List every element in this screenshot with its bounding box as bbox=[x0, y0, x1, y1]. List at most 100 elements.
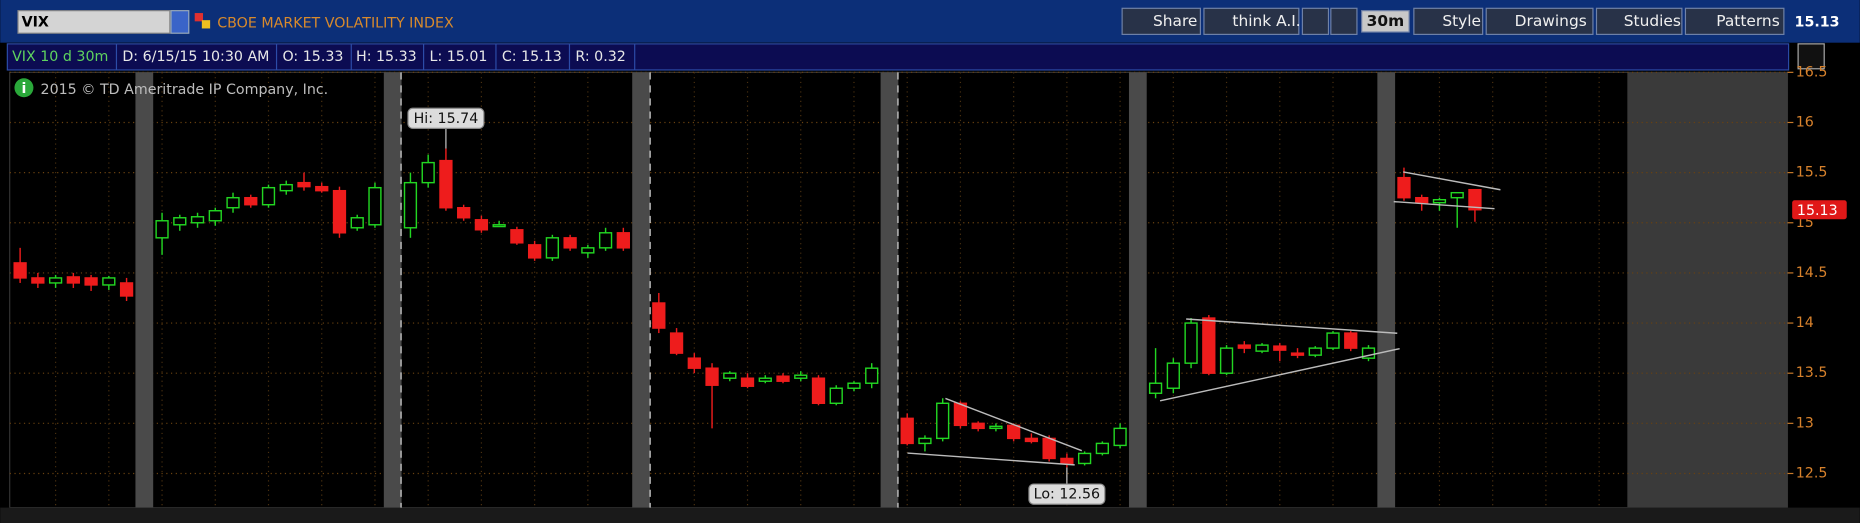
plot-area bbox=[9, 71, 1789, 509]
candle-body bbox=[1148, 382, 1163, 394]
candle-body bbox=[563, 237, 577, 249]
candle-body bbox=[740, 377, 755, 387]
candle-body bbox=[66, 276, 80, 284]
y-tick-label: 16.5 bbox=[1796, 64, 1828, 80]
candle-body bbox=[1326, 332, 1340, 349]
session-gap bbox=[135, 72, 154, 508]
candle-body bbox=[918, 437, 932, 445]
info-item: H: 15.33 bbox=[356, 49, 417, 65]
candle-body bbox=[421, 161, 435, 184]
candle-body bbox=[971, 422, 985, 430]
annotation-bubble bbox=[1028, 483, 1106, 505]
symbol: VIX bbox=[22, 15, 49, 31]
last-price-label: 15.13 bbox=[1797, 203, 1838, 219]
symbol-input[interactable] bbox=[17, 10, 171, 34]
patterns-button[interactable]: Patterns bbox=[1684, 7, 1785, 35]
annotation-bubble bbox=[407, 107, 485, 129]
candle-body bbox=[510, 229, 524, 244]
candle-body bbox=[332, 189, 347, 234]
candle-body bbox=[173, 217, 187, 226]
y-tick-label: 13 bbox=[1796, 415, 1814, 431]
candle-body bbox=[1024, 437, 1039, 443]
copyright: 2015 © TD Ameritrade IP Company, Inc. bbox=[41, 82, 329, 98]
info-item: D: 6/15/15 10:30 AM bbox=[122, 49, 269, 65]
candle-body bbox=[953, 402, 968, 427]
candle-body bbox=[48, 277, 63, 284]
candle-body bbox=[439, 159, 453, 209]
candle-body bbox=[350, 217, 364, 229]
y-tick-label: 14 bbox=[1796, 315, 1814, 331]
candle-body bbox=[297, 181, 311, 188]
candle-body bbox=[598, 232, 613, 249]
info-item: C: 15.13 bbox=[502, 49, 562, 65]
button-label: 30m bbox=[1367, 12, 1405, 30]
candle-body bbox=[190, 216, 205, 224]
y-tick-label: 13.5 bbox=[1796, 365, 1828, 381]
tool-button[interactable] bbox=[1330, 7, 1358, 35]
y-tick-label: 12.5 bbox=[1796, 465, 1828, 481]
info-icon[interactable] bbox=[14, 78, 34, 98]
session-gap bbox=[880, 72, 899, 508]
candle-body bbox=[368, 186, 382, 226]
annotation-label: Hi: 15.74 bbox=[414, 111, 479, 127]
candle-body bbox=[1237, 344, 1251, 349]
candle-body bbox=[492, 224, 506, 228]
candle-body bbox=[616, 232, 630, 249]
candle-body bbox=[1184, 322, 1198, 364]
info-item: L: 15.01 bbox=[430, 49, 488, 65]
think-ai-button[interactable]: think A.I. bbox=[1203, 7, 1301, 35]
candle-body bbox=[687, 357, 701, 369]
share-button[interactable]: Share bbox=[1121, 7, 1201, 35]
description: CBOE MARKET VOLATILITY INDEX bbox=[217, 16, 454, 32]
candle-body bbox=[705, 367, 719, 386]
symbol-dropdown[interactable] bbox=[170, 10, 190, 34]
candle-body bbox=[1468, 188, 1482, 211]
button-label: Studies bbox=[1624, 12, 1681, 30]
info-item: O: 15.33 bbox=[282, 49, 343, 65]
last-price-tag bbox=[1792, 200, 1847, 220]
candle-body bbox=[84, 277, 98, 286]
candle-body bbox=[1077, 452, 1092, 465]
drawings-button[interactable]: Drawings bbox=[1485, 7, 1594, 35]
candle-body bbox=[1202, 317, 1216, 374]
candle-body bbox=[1290, 352, 1305, 356]
candle-body bbox=[1166, 362, 1180, 389]
candle-body bbox=[403, 181, 418, 229]
candle-body bbox=[261, 186, 276, 206]
candle-body bbox=[279, 183, 293, 192]
session-gap bbox=[632, 72, 650, 508]
candle-body bbox=[865, 367, 879, 384]
aggregation-button[interactable]: 30m bbox=[1361, 10, 1410, 33]
info-separators bbox=[115, 43, 636, 70]
annotations: Hi: 15.74 Lo: 12.56 bbox=[407, 107, 1106, 505]
info-icon-glyph: i bbox=[22, 81, 27, 97]
bottom-strip bbox=[0, 507, 1860, 523]
candle-body bbox=[794, 374, 808, 379]
candle-body bbox=[1273, 345, 1287, 351]
candle-body bbox=[208, 210, 222, 222]
studies-button[interactable]: Studies bbox=[1595, 7, 1683, 35]
candle-body bbox=[1415, 196, 1429, 204]
expansion-area bbox=[1627, 72, 1788, 508]
candle-body bbox=[244, 196, 258, 206]
info-item: R: 0.32 bbox=[575, 49, 625, 65]
candle-body bbox=[652, 302, 666, 329]
button-label: think A.I. bbox=[1232, 12, 1300, 30]
tool-button[interactable] bbox=[1301, 7, 1330, 35]
drawing-toggle[interactable] bbox=[1797, 43, 1825, 70]
candle-body bbox=[776, 375, 790, 382]
candle-body bbox=[1432, 198, 1447, 204]
icon bbox=[201, 20, 211, 29]
annotation-label: Lo: 12.56 bbox=[1034, 487, 1100, 503]
style-button[interactable]: Style bbox=[1413, 7, 1484, 35]
candle-body bbox=[1007, 424, 1021, 440]
candle-body bbox=[1113, 427, 1127, 447]
candle-body bbox=[829, 387, 843, 404]
icon bbox=[194, 13, 204, 22]
button-label: Share bbox=[1153, 12, 1197, 30]
button-label: Style bbox=[1442, 12, 1481, 30]
candle-body bbox=[102, 277, 116, 286]
candle-body bbox=[900, 417, 914, 445]
button-label: Drawings bbox=[1515, 12, 1587, 30]
session-gap bbox=[1128, 72, 1147, 508]
